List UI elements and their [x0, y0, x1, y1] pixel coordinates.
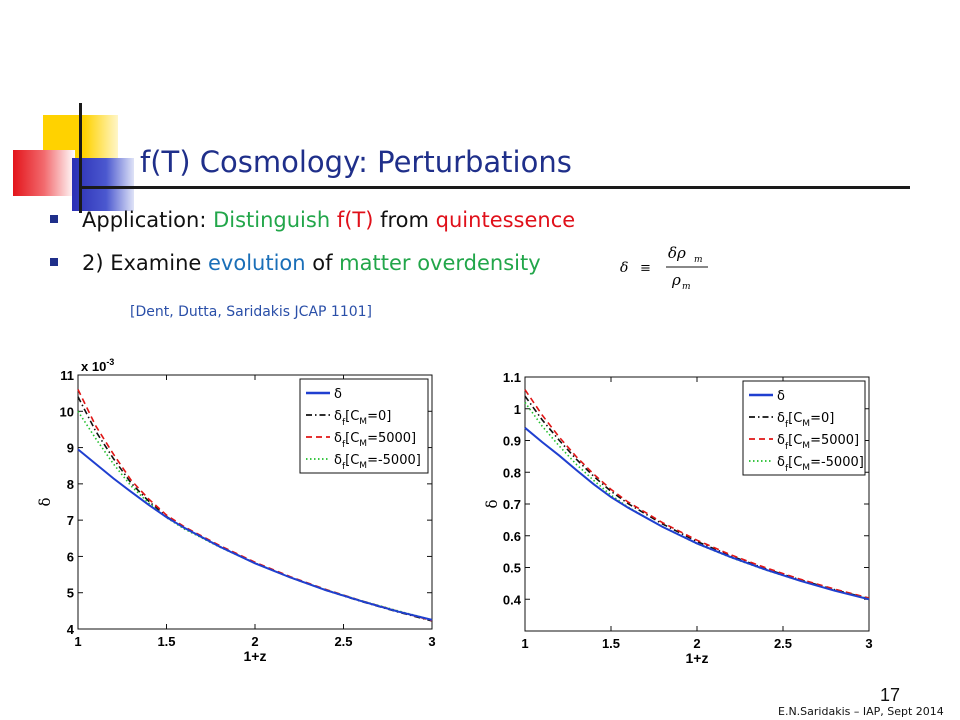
x-axis-label: 1+z: [686, 650, 709, 666]
title-underline: [80, 186, 910, 189]
x-tick-label: 1.5: [157, 634, 175, 649]
bullet2-prefix: 2) Examine: [82, 251, 208, 275]
y-tick-label: 0.7: [503, 497, 521, 512]
y-tick-label: 1: [514, 402, 521, 417]
formula-numerator-sub: m: [694, 255, 703, 265]
y-tick-label: 1.1: [503, 370, 521, 385]
y-tick-label: 0.9: [503, 434, 521, 449]
legend-label-1: δf[CM=0]: [334, 409, 391, 428]
bullet2-overdensity-text: matter overdensity: [339, 251, 541, 275]
bullet1-prefix: Application:: [82, 208, 214, 232]
chart-right-delta-vs-z: 1 1.5 2 2.5 3 0.4 0.5 0.6 0.7 0.8 0.9 1 1.1 1+z δ δ δf[C…: [483, 370, 873, 666]
x-tick-label: 3: [865, 636, 872, 651]
y-axis-label: δ: [36, 497, 54, 506]
blue-square-decoration: [72, 158, 134, 211]
y-tick-label: 8: [67, 477, 74, 492]
bullet1-green-text: Distinguish: [213, 208, 337, 232]
overdensity-formula: δ ≡ δρ m ρ m: [620, 244, 708, 292]
footer-author: E.N.Saridakis – IAP, Sept 2014: [778, 705, 944, 718]
x-tick-label: 2: [693, 636, 700, 651]
x-tick-label: 3: [428, 634, 435, 649]
y-tick-label: 4: [67, 622, 75, 637]
x-tick-label: 2.5: [774, 636, 792, 651]
y-tick-label: 0.4: [503, 592, 522, 607]
formula-denominator-sub: m: [682, 282, 691, 292]
legend-box: [299, 378, 429, 474]
bullet1-quintessence-text: quintessence: [435, 208, 576, 232]
x-tick-label: 1: [74, 634, 81, 649]
slide-number: 17: [880, 685, 901, 705]
series-line-0: [524, 427, 870, 601]
bullet2-evolution-text: evolution: [208, 251, 306, 275]
y-tick-label: 10: [60, 404, 74, 419]
x-tick-label: 1.5: [602, 636, 620, 651]
x-axis-label: 1+z: [244, 648, 267, 664]
red-square-decoration: [13, 150, 75, 196]
y-tick-label: 0.5: [503, 561, 521, 576]
x-tick-label: 2.5: [334, 634, 352, 649]
vertical-bar-decoration: [79, 103, 82, 213]
legend-label-2: δf[CM=5000]: [777, 433, 859, 452]
y-tick-label: 11: [60, 368, 74, 383]
y-axis-label: δ: [483, 499, 501, 508]
legend-box: [742, 380, 866, 476]
x-tick-label: 1: [521, 636, 528, 651]
bullet-marker: [50, 258, 58, 266]
y-tick-label: 6: [67, 549, 74, 564]
bullet2-mid-text: of: [305, 251, 340, 275]
bullet-application: Application: Distinguish f(T) from quint…: [50, 208, 575, 232]
series-line-2: [524, 389, 870, 599]
y-tick-label: 7: [67, 513, 74, 528]
formula-denominator: ρ: [671, 271, 681, 289]
y-scale-note: x 10-3: [81, 357, 114, 374]
y-tick-label: 9: [67, 441, 74, 456]
legend-label-2: δf[CM=5000]: [334, 431, 416, 450]
legend-label-3: δf[CM=-5000]: [334, 453, 421, 472]
legend-label-0: δ: [777, 389, 785, 404]
bullet-examine: 2) Examine evolution of matter overdensi…: [50, 251, 541, 275]
x-tick-label: 2: [251, 634, 258, 649]
y-tick-label: 5: [67, 586, 74, 601]
legend-label-0: δ: [334, 387, 342, 402]
legend-label-3: δf[CM=-5000]: [777, 455, 864, 474]
bullet-marker: [50, 215, 58, 223]
y-tick-label: 0.6: [503, 529, 521, 544]
bullet1-mid-text: from: [373, 208, 436, 232]
y-tick-label: 0.8: [503, 465, 521, 480]
formula-lhs: δ: [620, 260, 628, 276]
bullet1-ft-text: f(T): [336, 208, 374, 232]
formula-numerator: δρ: [668, 244, 686, 262]
slide-title: f(T) Cosmology: Perturbations: [140, 145, 572, 179]
series-line-0: [77, 448, 433, 621]
chart-left-delta-vs-z: 1 1.5 2 2.5 3 4 5 6 7 8 9 10 11 1+z δ x 10-3 δ δf[CM=0] δf…: [36, 357, 436, 664]
formula-equiv: ≡: [640, 261, 651, 276]
legend-label-1: δf[CM=0]: [777, 411, 834, 430]
citation: [Dent, Dutta, Saridakis JCAP 1101]: [130, 304, 373, 320]
